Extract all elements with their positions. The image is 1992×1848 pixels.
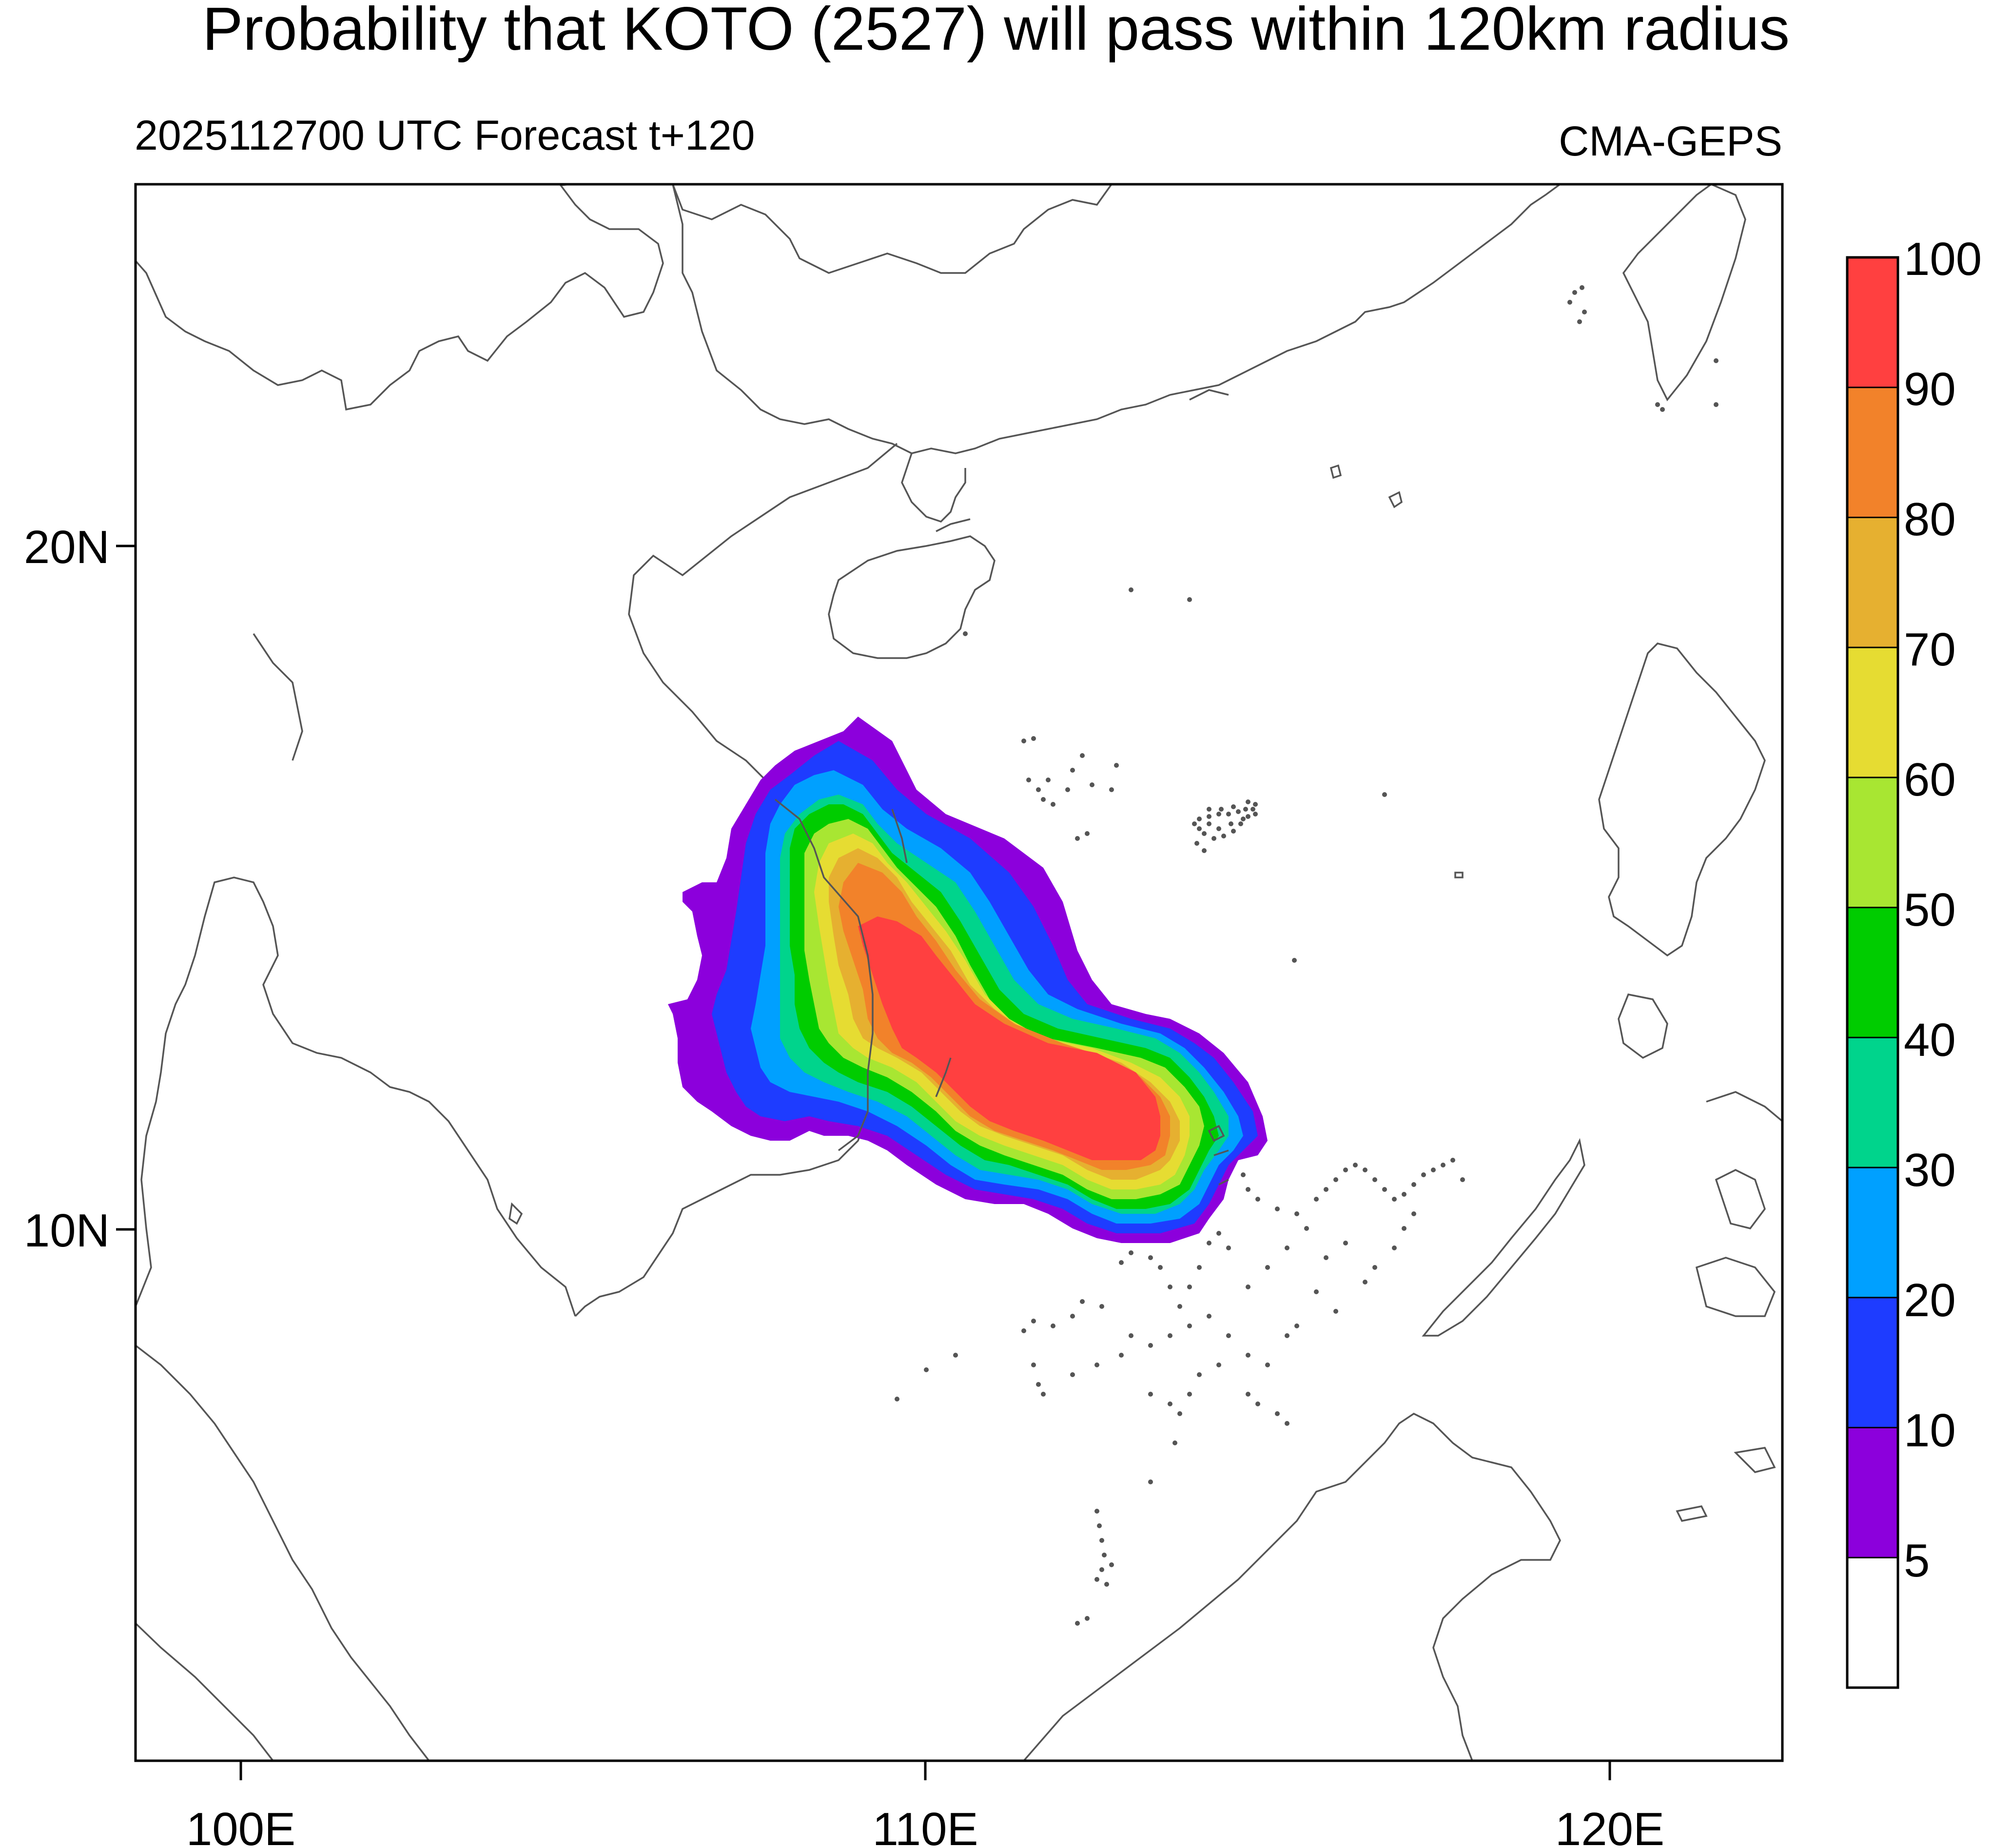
colorbar-label: 60 <box>1904 754 1956 806</box>
small-islets <box>1189 389 1464 878</box>
colorbar-box <box>1846 1167 1899 1299</box>
paracel-ring <box>1192 799 1258 853</box>
colorbar-label: 40 <box>1904 1014 1956 1066</box>
colorbar-labels: 100 90 80 70 60 50 40 30 20 10 5 <box>1904 233 1982 1587</box>
colorbar-box <box>1846 777 1899 909</box>
palawan-island <box>1422 1138 1585 1337</box>
coastlines-overlay <box>774 798 1229 1186</box>
colorbar-label: 30 <box>1904 1144 1956 1196</box>
colorbar-label: 20 <box>1904 1274 1956 1326</box>
model-name-label: CMA-GEPS <box>1559 118 1782 165</box>
luzon-island <box>1598 642 1766 957</box>
guangdong-coast <box>672 184 1561 454</box>
lon-label-100e: 100E <box>186 1803 295 1848</box>
lat-ticks <box>116 545 136 1231</box>
colorbar-box <box>1846 907 1899 1039</box>
lon-label-110e: 110E <box>872 1803 978 1848</box>
lat-label-10n: 10N <box>24 1205 110 1257</box>
hainan-island <box>828 535 996 659</box>
islet-ne-1 <box>1329 464 1342 479</box>
lon-label-120e: 120E <box>1555 1803 1664 1848</box>
islet-ne-3 <box>1189 389 1229 401</box>
gulf-of-thailand-coast <box>136 876 576 1317</box>
lat-label-20n: 20N <box>24 521 110 573</box>
hainan-south-islets <box>936 518 971 532</box>
sumatra-coast <box>136 1622 274 1761</box>
colorbar-frame <box>1846 256 1899 1689</box>
philippine-islet-dots <box>1567 285 1719 412</box>
taiwan-island <box>1622 184 1746 402</box>
colorbar-box <box>1846 516 1899 649</box>
visayas-islands <box>1676 1091 1782 1522</box>
colorbar-label: 90 <box>1904 363 1956 415</box>
vietnam-coast-overlay <box>774 798 874 1151</box>
colorbar: 100 90 80 70 60 50 40 30 20 10 5 <box>1846 233 1982 1689</box>
prob-band-90 <box>858 916 1160 1160</box>
colorbar-box <box>1846 387 1899 519</box>
colorbar-box <box>1846 1297 1899 1429</box>
thailand-lake <box>508 1202 523 1225</box>
mindoro-island <box>1618 993 1668 1059</box>
lon-ticks <box>239 1761 1611 1780</box>
colorbar-boxes <box>1846 256 1899 1689</box>
southern-dots <box>1075 1509 1114 1626</box>
colorbar-label: 50 <box>1904 884 1956 936</box>
islet-dots-north <box>963 587 1387 963</box>
borneo-coast <box>1023 1412 1561 1761</box>
leizhou-peninsula <box>901 453 966 523</box>
con-son-island <box>1208 1125 1229 1186</box>
colorbar-label: 100 <box>1904 233 1982 285</box>
probability-shading <box>668 717 1268 1243</box>
colorbar-box <box>1846 1427 1899 1559</box>
yunnan-inner-border <box>253 633 303 761</box>
colorbar-label: 10 <box>1904 1404 1956 1457</box>
map-title: Probability that KOTO (2527) will pass w… <box>202 0 1790 63</box>
spratly-paracel-dots <box>895 285 1719 1626</box>
map-frame <box>134 183 1784 1762</box>
pratas-islet <box>1388 491 1403 508</box>
colorbar-label: 80 <box>1904 493 1956 545</box>
vietnam-offshore-arc <box>891 809 952 1097</box>
islet-ne-2 <box>1454 872 1464 878</box>
south-china-coast <box>136 184 1113 411</box>
colorbar-box <box>1846 256 1899 389</box>
colorbar-box <box>1846 1036 1899 1169</box>
malay-peninsula <box>136 1344 430 1761</box>
colorbar-label: 5 <box>1904 1535 1930 1587</box>
colorbar-label: 70 <box>1904 623 1956 676</box>
forecast-time-label: 2025112700 UTC Forecast t+120 <box>135 112 755 159</box>
colorbar-box <box>1846 1556 1899 1689</box>
colorbar-box <box>1846 646 1899 778</box>
spratly-dots <box>895 1158 1465 1484</box>
